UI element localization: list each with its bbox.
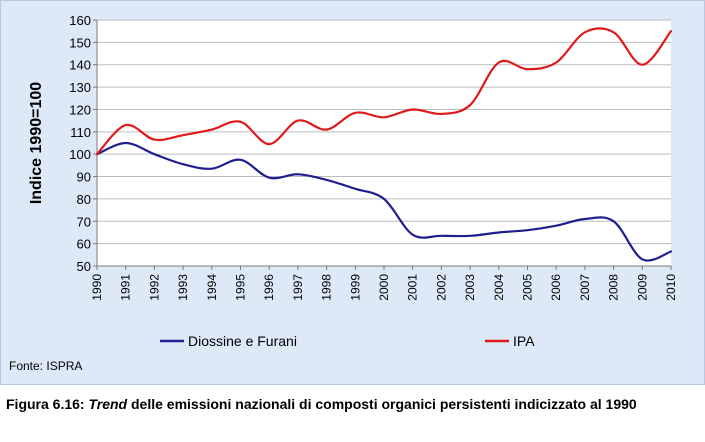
legend-label-ipa: IPA	[513, 333, 535, 349]
y-tick-label: 90	[77, 170, 91, 185]
y-tick-label: 60	[77, 237, 91, 252]
y-tick-label: 120	[69, 102, 91, 117]
x-tick-label: 2007	[578, 274, 592, 301]
x-tick-label: 1995	[234, 274, 248, 301]
series-line-diossine-e-furani	[95, 141, 673, 262]
line-chart: 50 60 70 80 90 100 110 120 130 140 150 160 1990 1991 1…	[28, 13, 678, 349]
y-tick-label: 160	[69, 13, 91, 28]
x-tick-label: 2003	[463, 274, 477, 301]
x-tick-label: 2009	[635, 274, 649, 301]
source-note: Fonte: ISPRA	[9, 359, 83, 373]
y-tick-label: 100	[69, 147, 91, 162]
x-tick-label: 1994	[205, 274, 219, 301]
x-tick-label: 1999	[348, 274, 362, 301]
x-tick-label: 1993	[176, 274, 190, 301]
y-tick-label: 150	[69, 35, 91, 50]
x-tick-label: 2004	[492, 274, 506, 301]
x-tick-label: 1997	[291, 274, 305, 301]
x-tick-label: 1990	[90, 274, 104, 301]
y-tick-label: 110	[70, 125, 91, 140]
x-tick-label: 2006	[549, 274, 563, 301]
y-tick-label: 70	[77, 214, 91, 229]
y-axis-title: Indice 1990=100	[28, 82, 45, 204]
x-tick-label: 2008	[607, 274, 621, 301]
x-tick-label: 1998	[320, 274, 334, 301]
x-tick-label: 2010	[664, 274, 678, 301]
y-tick-label: 130	[69, 80, 91, 95]
plot-area	[97, 20, 671, 266]
x-tick-label: 2000	[377, 274, 391, 301]
caption-prefix: Figura 6.16:	[6, 396, 89, 412]
x-tick-label: 1992	[147, 274, 161, 301]
y-tick-label: 140	[69, 58, 91, 73]
x-tick-label: 1996	[262, 274, 276, 301]
figure-caption: Figura 6.16: Trend delle emissioni nazio…	[6, 396, 701, 413]
x-tick-label: 2005	[521, 274, 535, 301]
y-tick-label: 50	[77, 259, 91, 274]
caption-emphasis: Trend	[88, 396, 128, 412]
series-line-ipa	[95, 27, 673, 156]
caption-text: delle emissioni nazionali di composti or…	[127, 396, 637, 412]
legend-label-diossine-e-furani: Diossine e Furani	[188, 333, 297, 349]
x-tick-label: 1991	[119, 274, 133, 301]
x-tick-label: 2002	[434, 274, 448, 301]
y-tick-label: 80	[77, 192, 91, 207]
x-tick-label: 2001	[406, 274, 420, 301]
